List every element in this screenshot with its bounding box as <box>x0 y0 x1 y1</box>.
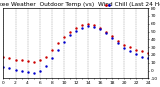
Title: Milwaukee Weather  Outdoor Temp (vs)  Wind Chill (Last 24 Hours): Milwaukee Weather Outdoor Temp (vs) Wind… <box>0 2 160 7</box>
Legend: , : , <box>103 2 112 9</box>
